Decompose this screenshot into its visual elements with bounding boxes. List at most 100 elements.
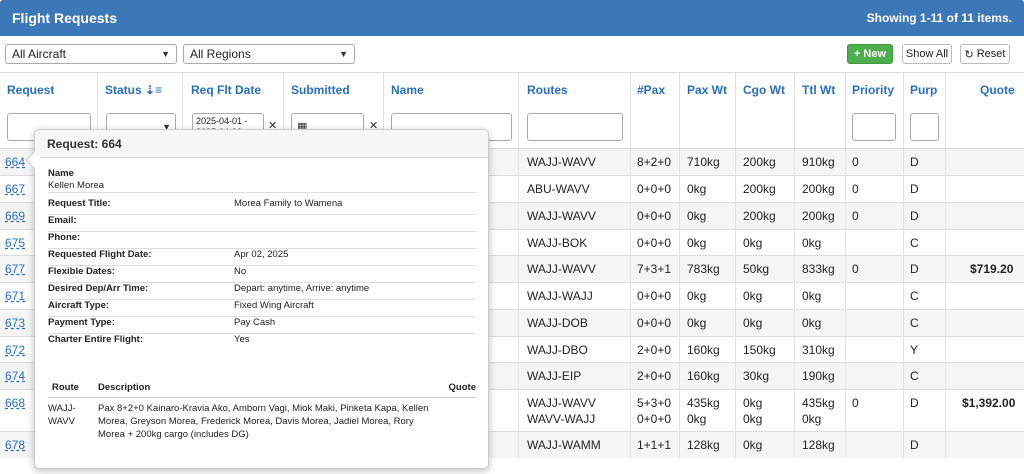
refresh-icon: ↻ (964, 48, 974, 61)
col-quote[interactable]: Quote (980, 83, 1015, 97)
page-title: Flight Requests (12, 10, 118, 26)
col-ttl-wt[interactable]: Ttl Wt (802, 83, 836, 97)
new-button[interactable]: + New (847, 44, 893, 64)
pax-cell: 0+0+0 (637, 412, 672, 426)
col-purp[interactable]: Purp (910, 83, 938, 97)
priority-cell: 0 (852, 396, 859, 410)
cgo-wt-cell: 50kg (743, 262, 770, 276)
table-row[interactable]: 671 WAJJ-WAJJ 0+0+0 0kg 0kg 0kg C (0, 282, 1024, 309)
routes-cell: WAJJ-WAVV (527, 155, 596, 169)
col-cgo-wt[interactable]: Cgo Wt (743, 83, 785, 97)
quote-header: Quote (448, 382, 476, 393)
routes-cell: WAJJ-WAVV (527, 396, 596, 410)
request-link[interactable]: 671 (5, 289, 26, 303)
col-request[interactable]: Request (7, 83, 55, 97)
reset-button[interactable]: ↻ Reset (960, 44, 1010, 64)
description-header: Description (98, 382, 151, 393)
field-label: Charter Entire Flight: (48, 334, 144, 345)
field-row: Charter Entire Flight: Yes (48, 334, 476, 351)
field-label: Desired Dep/Arr Time: (48, 283, 149, 294)
col-submitted[interactable]: Submitted (291, 83, 350, 97)
field-row: Aircraft Type: Fixed Wing Aircraft (48, 300, 476, 317)
ttl-wt-cell: 0kg (802, 236, 822, 250)
col-priority[interactable]: Priority (852, 83, 895, 97)
cgo-wt-cell: 0kg (743, 316, 763, 330)
cgo-wt-cell: 0kg (743, 289, 763, 303)
priority-cell: 0 (852, 209, 859, 223)
pax-cell: 2+0+0 (637, 343, 672, 357)
pax-wt-cell: 0kg (687, 182, 707, 196)
routes-table-header: Route Description Quote (48, 380, 476, 398)
purp-cell: C (910, 316, 919, 330)
purp-cell: D (910, 209, 919, 223)
popover-title: Request: 664 (35, 130, 488, 158)
table-row[interactable]: 668 WAJJ-WAVV WAVV-WAJJ 5+3+0 0+0+0 435k… (0, 389, 1024, 431)
pax-wt-cell: 435kg (687, 396, 720, 410)
route-line-2: WAVV (48, 416, 75, 427)
clear-date-icon[interactable]: ✕ (268, 120, 278, 132)
table-row[interactable]: 672 WAJJ-DBO 2+0+0 160kg 150kg 310kg Y (0, 336, 1024, 362)
field-value: Pay Cash (234, 317, 276, 328)
table-row[interactable]: 667 ABU-WAVV 0+0+0 0kg 200kg 200kg 0 D (0, 175, 1024, 202)
request-link[interactable]: 672 (5, 343, 26, 357)
reset-label: Reset (976, 48, 1006, 60)
field-label: Aircraft Type: (48, 300, 110, 311)
field-row: Email: (48, 215, 476, 232)
col-pax[interactable]: #Pax (637, 83, 666, 97)
cgo-wt-cell: 200kg (743, 182, 776, 196)
field-row: Payment Type: Pay Cash (48, 317, 476, 334)
purp-cell: D (910, 396, 919, 410)
field-row: Phone: (48, 232, 476, 249)
regions-select[interactable]: All Regions ▼ (183, 44, 355, 64)
field-value: Depart: anytime, Arrive: anytime (234, 283, 370, 294)
table-row[interactable]: 675 WAJJ-BOK 0+0+0 0kg 0kg 0kg C (0, 229, 1024, 255)
field-row: Requested Flight Date: Apr 02, 2025 (48, 249, 476, 266)
col-req-flt-date[interactable]: Req Flt Date (191, 83, 262, 97)
request-detail-popover: Request: 664 Name Kellen Morea Request T… (25, 129, 489, 469)
col-routes[interactable]: Routes (527, 83, 568, 97)
chevron-down-icon: ▼ (161, 49, 170, 59)
routes-filter-input[interactable] (527, 113, 623, 141)
clear-submitted-icon[interactable]: ✕ (369, 120, 379, 132)
pax-cell: 5+3+0 (637, 396, 672, 410)
pax-cell: 1+1+1 (637, 438, 672, 452)
field-label: Phone: (48, 232, 81, 243)
ttl-wt-cell: 910kg (802, 155, 835, 169)
priority-filter-input[interactable] (852, 113, 896, 141)
purp-cell: D (910, 262, 919, 276)
pax-wt-cell: 710kg (687, 155, 720, 169)
request-link[interactable]: 667 (5, 182, 26, 196)
col-status[interactable]: Status ⇣≡ (105, 83, 162, 97)
priority-cell: 0 (852, 262, 859, 276)
request-link[interactable]: 674 (5, 369, 26, 383)
col-pax-wt[interactable]: Pax Wt (687, 83, 728, 97)
request-link[interactable]: 664 (5, 155, 26, 169)
pax-cell: 0+0+0 (637, 316, 672, 330)
priority-cell: 0 (852, 182, 859, 196)
cgo-wt-cell: 0kg (743, 438, 763, 452)
field-label: Requested Flight Date: (48, 249, 152, 260)
request-link[interactable]: 668 (5, 396, 26, 410)
request-link[interactable]: 673 (5, 316, 26, 330)
request-link[interactable]: 675 (5, 236, 26, 250)
purp-cell: D (910, 438, 919, 452)
request-link[interactable]: 678 (5, 438, 26, 452)
request-link[interactable]: 677 (5, 262, 26, 276)
purp-cell: C (910, 369, 919, 383)
pax-cell: 0+0+0 (637, 182, 672, 196)
ttl-wt-cell: 310kg (802, 343, 835, 357)
show-all-button[interactable]: Show All (902, 44, 952, 64)
request-link[interactable]: 669 (5, 209, 26, 223)
purp-filter-input[interactable] (910, 113, 939, 141)
cgo-wt-cell: 0kg (743, 412, 763, 426)
aircraft-select[interactable]: All Aircraft ▼ (5, 44, 177, 64)
description-cell: Pax 8+2+0 Kainaro-Kravia Ako, Amborn Vag… (98, 403, 429, 440)
purp-cell: D (910, 155, 919, 169)
item-count: Showing 1-11 of 11 items. (866, 11, 1012, 25)
routes-cell: WAVV-WAJJ (527, 412, 596, 426)
routes-cell: WAJJ-WAVV (527, 262, 596, 276)
col-name[interactable]: Name (391, 83, 424, 97)
new-button-label: New (863, 48, 887, 60)
ttl-wt-cell: 0kg (802, 289, 822, 303)
field-label: Flexible Dates: (48, 266, 116, 277)
